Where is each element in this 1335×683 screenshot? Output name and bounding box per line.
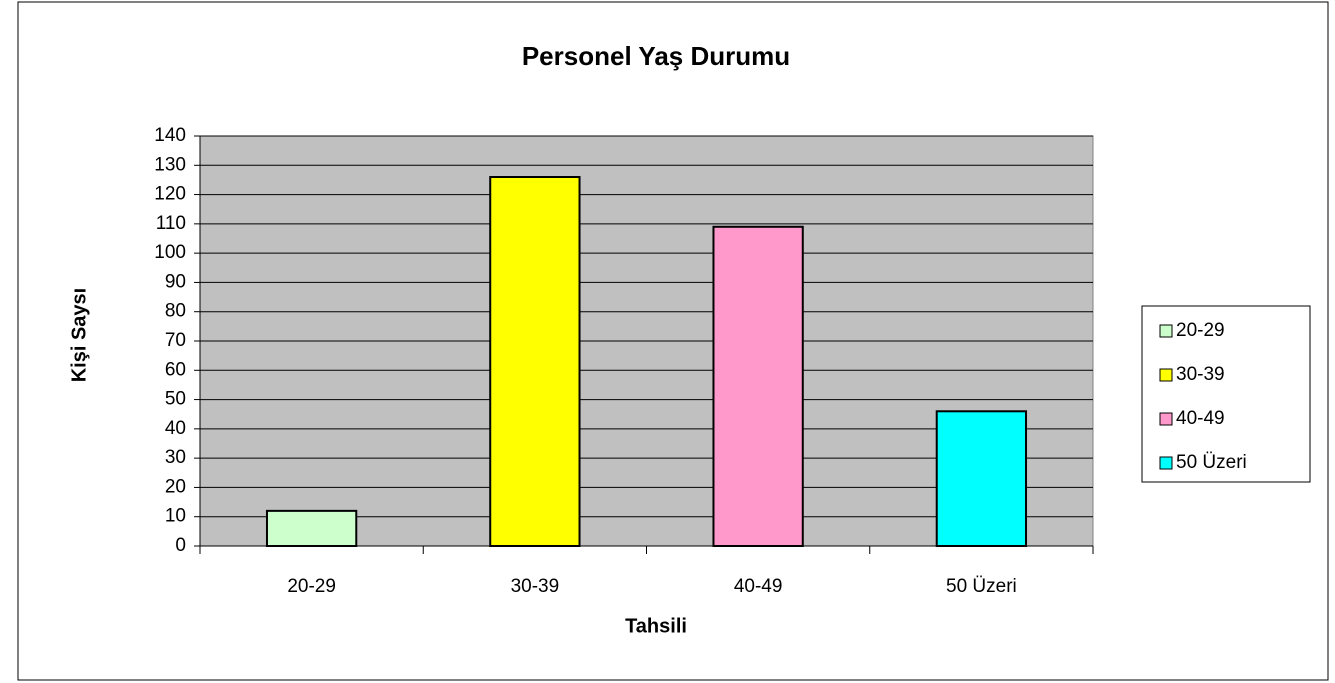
y-tick-label: 50 xyxy=(165,389,186,410)
y-tick-label: 10 xyxy=(165,506,186,527)
y-tick-label: 40 xyxy=(165,418,186,439)
y-tick-label: 90 xyxy=(165,271,186,292)
y-tick-label: 30 xyxy=(165,447,186,468)
y-tick-label: 80 xyxy=(165,301,186,322)
y-tick-label: 130 xyxy=(154,154,186,175)
chart-title: Personel Yaş Durumu xyxy=(522,41,790,71)
y-tick-label: 120 xyxy=(154,184,186,205)
bar xyxy=(935,410,1028,547)
x-tick-label: 30-39 xyxy=(511,576,560,597)
y-tick-label: 100 xyxy=(154,242,186,263)
y-axis-label: Kişi Saysı xyxy=(68,288,90,383)
legend-label: 40-49 xyxy=(1176,408,1225,429)
legend-swatch xyxy=(1159,412,1173,426)
x-tick-label: 40-49 xyxy=(734,576,783,597)
y-tick-label: 0 xyxy=(175,535,186,556)
y-tick-label: 140 xyxy=(154,125,186,146)
y-tick-label: 20 xyxy=(165,476,186,497)
legend-swatch xyxy=(1159,324,1173,338)
x-tick-label: 20-29 xyxy=(287,576,336,597)
legend-label: 20-29 xyxy=(1176,320,1225,341)
y-tick-label: 60 xyxy=(165,359,186,380)
bar xyxy=(265,509,358,548)
legend-swatch xyxy=(1159,456,1173,470)
y-tick-label: 70 xyxy=(165,330,186,351)
y-tick-label: 110 xyxy=(156,213,186,234)
legend-swatch xyxy=(1159,368,1173,382)
legend-label: 50 Üzeri xyxy=(1176,452,1247,473)
x-axis-label: Tahsili xyxy=(625,615,687,637)
legend-label: 30-39 xyxy=(1176,364,1225,385)
bar xyxy=(489,176,581,547)
x-tick-label: 50 Üzeri xyxy=(946,576,1017,597)
bar xyxy=(712,225,804,548)
